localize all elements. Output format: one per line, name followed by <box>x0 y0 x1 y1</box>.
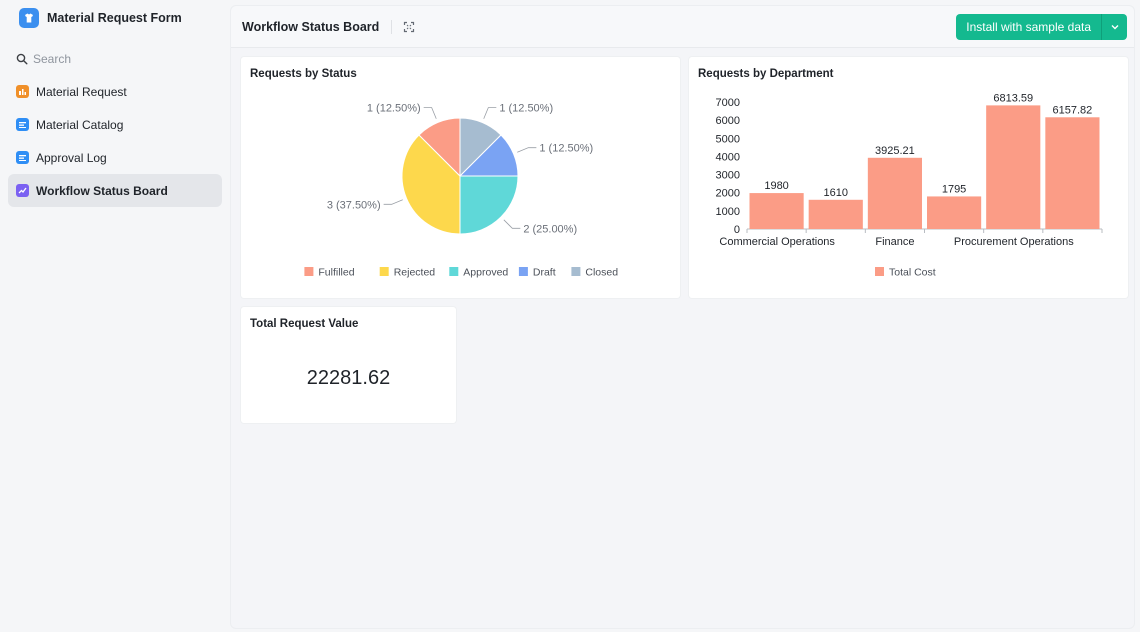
pie-data-label: 1 (12.50%) <box>367 103 421 115</box>
legend-label-rejected: Rejected <box>394 267 436 279</box>
legend-swatch-approved <box>449 267 459 276</box>
sidebar-item-approval-log[interactable]: Approval Log <box>8 141 222 174</box>
total-value: 22281.62 <box>306 367 391 389</box>
install-with-sample-data-button[interactable]: Install with sample data <box>956 14 1101 40</box>
table-icon <box>16 151 29 164</box>
expand-icon[interactable] <box>402 20 416 34</box>
x-tick-label: Finance <box>875 236 914 248</box>
y-tick-label: 0 <box>734 224 740 236</box>
legend-swatch-fulfilled <box>304 267 314 276</box>
chevron-down-icon <box>1111 25 1118 30</box>
table-icon <box>16 118 29 131</box>
dashboard-icon <box>16 184 29 197</box>
search-icon <box>16 53 28 65</box>
divider <box>391 19 393 34</box>
bar-data-label: 6157.82 <box>1053 104 1093 116</box>
sidebar-item-material-request[interactable]: Material Request <box>8 75 222 108</box>
bar <box>927 196 982 229</box>
pie-slice-approved <box>459 175 519 235</box>
app-icon <box>19 8 39 28</box>
install-button-group: Install with sample data <box>956 14 1127 40</box>
department-bar-chart: 0 1000 2000 3000 4000 5000 6000 7000 1980 1610 392… <box>716 92 1103 279</box>
x-tick-label: Procurement Operations <box>954 236 1074 248</box>
y-tick-label: 4000 <box>716 151 740 163</box>
sidebar-item-label: Material Catalog <box>36 117 124 132</box>
legend-swatch-total-cost <box>875 267 884 276</box>
page-title: Workflow Status Board <box>242 19 380 34</box>
legend-label-closed: Closed <box>585 267 618 279</box>
x-tick-label: Commercial Operations <box>719 236 835 248</box>
search-placeholder: Search <box>33 52 72 66</box>
install-dropdown-button[interactable] <box>1101 14 1127 40</box>
legend-label-fulfilled: Fulfilled <box>318 267 354 279</box>
bar <box>1045 117 1100 229</box>
total-value-card: Total Request Value 22281.62 <box>241 307 456 423</box>
pie-data-label: 3 (37.50%) <box>327 199 381 211</box>
pie-label-line <box>503 219 521 229</box>
card-title: Total Request Value <box>250 318 359 330</box>
pie-data-label: 1 (12.50%) <box>499 103 553 115</box>
legend-label-draft: Draft <box>533 267 556 279</box>
legend-swatch-draft <box>518 267 528 276</box>
bar-data-label: 1795 <box>942 183 966 195</box>
form-icon <box>16 85 29 98</box>
sidebar-item-workflow-status-board[interactable]: Workflow Status Board <box>8 174 222 207</box>
pie-label-line <box>383 199 403 205</box>
sidebar: Material Request Form Search Material Re… <box>0 0 230 632</box>
y-tick-label: 1000 <box>716 206 740 218</box>
legend-swatch-closed <box>571 267 581 276</box>
bar-data-label: 1980 <box>764 180 788 192</box>
bar-data-label: 3925.21 <box>875 145 915 157</box>
pie-slice-fulfilled <box>418 117 461 178</box>
sidebar-item-label: Workflow Status Board <box>36 183 168 198</box>
sidebar-item-label: Approval Log <box>36 150 107 165</box>
y-tick-label: 5000 <box>716 133 740 145</box>
y-tick-label: 3000 <box>716 170 740 182</box>
bar <box>808 199 863 229</box>
sidebar-item-label: Material Request <box>36 84 127 99</box>
sidebar-nav: Material Request Material Catalog Approv… <box>0 75 230 207</box>
pie-slice-rejected <box>401 134 461 235</box>
card-title: Requests by Department <box>698 68 834 80</box>
legend-label-total-cost: Total Cost <box>889 267 936 279</box>
app-header: Material Request Form <box>0 0 230 36</box>
y-tick-label: 6000 <box>716 115 740 127</box>
pie-label-line <box>517 147 537 153</box>
y-tick-label: 2000 <box>716 188 740 200</box>
department-chart-card: Requests by Department 0 1000 2000 3000 4000… <box>689 57 1128 298</box>
app-title: Material Request Form <box>47 11 182 25</box>
card-title: Requests by Status <box>250 68 357 80</box>
pie-data-label: 2 (25.00%) <box>523 223 577 235</box>
bar <box>749 193 804 229</box>
bar-data-label: 6813.59 <box>993 92 1033 104</box>
legend-label-approved: Approved <box>463 267 508 279</box>
y-tick-label: 7000 <box>716 97 740 109</box>
pie-label-line <box>483 107 497 119</box>
pie-data-label: 1 (12.50%) <box>539 143 593 155</box>
bar <box>986 105 1041 229</box>
main-panel: Workflow Status Board Install with sampl… <box>230 5 1135 629</box>
search-input[interactable]: Search <box>16 48 230 70</box>
status-pie-chart: 1 (12.50%) 1 (12.50%) 2 (25.00%) 3 (37.50%)… <box>304 103 618 279</box>
status-chart-card: Requests by Status 1 (12.50%) 1 (12.50%) 2… <box>241 57 680 298</box>
bar-data-label: 1610 <box>824 187 848 199</box>
legend-swatch-rejected <box>379 267 389 276</box>
pie-label-line <box>423 107 437 119</box>
bar <box>867 157 922 229</box>
sidebar-item-material-catalog[interactable]: Material Catalog <box>8 108 222 141</box>
dashboard-header: Workflow Status Board Install with sampl… <box>231 6 1134 48</box>
